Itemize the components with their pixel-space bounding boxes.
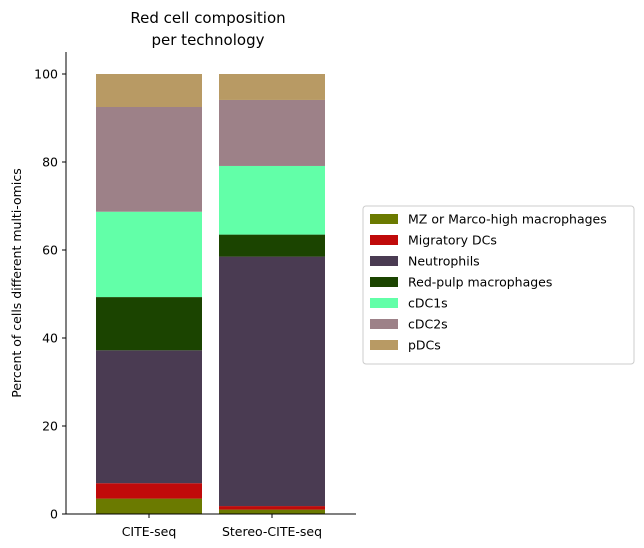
- bar-segment-1-0: [219, 509, 325, 514]
- bar-segment-1-2: [219, 256, 325, 507]
- legend-label-1: Migratory DCs: [408, 233, 497, 248]
- y-tick-label-5: 100: [34, 67, 58, 82]
- bar-segment-1-4: [219, 165, 325, 235]
- y-axis-label: Percent of cells different multi-omics: [9, 168, 24, 397]
- bar-segment-0-6: [96, 74, 202, 107]
- y-ticks-group: 0 20 40 60 80 100: [34, 67, 66, 522]
- x-tick-label-1: Stereo-CITE-seq: [222, 524, 322, 539]
- bar-segment-0-1: [96, 483, 202, 499]
- legend-swatch-0: [370, 214, 398, 224]
- bar-segment-0-5: [96, 107, 202, 212]
- chart-title-line-1: Red cell composition: [130, 9, 285, 27]
- legend-swatch-2: [370, 256, 398, 266]
- legend-label-5: cDC2s: [408, 317, 448, 332]
- bar-segment-1-1: [219, 506, 325, 510]
- legend-swatch-3: [370, 277, 398, 287]
- legend-label-3: Red-pulp macrophages: [408, 275, 552, 290]
- bar-segment-0-2: [96, 350, 202, 484]
- bar-segment-0-3: [96, 297, 202, 351]
- y-tick-label-2: 40: [42, 331, 58, 346]
- legend-swatch-4: [370, 298, 398, 308]
- chart-title: Red cell composition per technology: [130, 9, 285, 49]
- legend-label-2: Neutrophils: [408, 254, 480, 269]
- bar-segment-1-5: [219, 99, 325, 166]
- bar-segment-1-6: [219, 74, 325, 100]
- legend-swatch-1: [370, 235, 398, 245]
- legend-label-4: cDC1s: [408, 296, 448, 311]
- bar-segment-0-0: [96, 498, 202, 514]
- axes-group: [65, 52, 356, 515]
- legend-label-0: MZ or Marco-high macrophages: [408, 212, 607, 227]
- bar-segment-0-4: [96, 211, 202, 298]
- bar-segment-1-3: [219, 234, 325, 257]
- legend-swatch-5: [370, 319, 398, 329]
- legend-label-6: pDCs: [408, 338, 441, 353]
- bars-group: [96, 74, 325, 514]
- x-ticks-group: CITE-seq Stereo-CITE-seq: [122, 514, 322, 539]
- y-tick-label-4: 80: [42, 155, 58, 170]
- x-tick-label-0: CITE-seq: [122, 524, 177, 539]
- y-tick-label-1: 20: [42, 419, 58, 434]
- legend-frame: [362, 205, 635, 365]
- y-tick-label-3: 60: [42, 243, 58, 258]
- legend: MZ or Marco-high macrophages Migratory DC…: [362, 205, 635, 365]
- legend-swatch-6: [370, 340, 398, 350]
- y-tick-label-0: 0: [50, 507, 58, 522]
- chart-title-line-2: per technology: [152, 31, 265, 49]
